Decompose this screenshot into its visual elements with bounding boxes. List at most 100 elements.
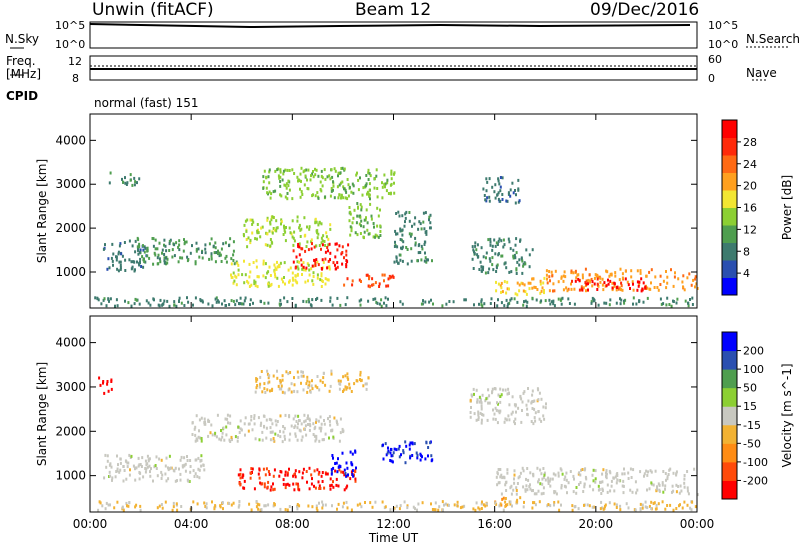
- power-echo-cell: [163, 256, 166, 260]
- velocity-echo-cell: [601, 487, 604, 491]
- power-echo-cell: [341, 251, 344, 254]
- power-echo-cell: [360, 208, 363, 212]
- power-echo-cell: [134, 239, 137, 243]
- power-echo-cell: [252, 261, 255, 264]
- velocity-echo-cell: [339, 417, 342, 421]
- velocity-echo-cell: [307, 423, 309, 426]
- power-echo-cell: [145, 299, 148, 303]
- velocity-echo-cell: [456, 500, 459, 504]
- velocity-echo-cell: [540, 397, 543, 401]
- power-echo-cell: [337, 171, 340, 175]
- power-echo-cell: [401, 247, 404, 251]
- power-echo-cell: [322, 234, 325, 238]
- power-echo-cell: [482, 265, 485, 269]
- power-echo-cell: [621, 272, 624, 276]
- velocity-echo-cell: [506, 392, 509, 396]
- velocity-echo-cell: [260, 508, 263, 512]
- velocity-echo-cell: [579, 481, 582, 485]
- velocity-echo-cell: [442, 508, 444, 512]
- velocity-echo-cell: [662, 490, 665, 494]
- power-echo-cell: [288, 226, 291, 230]
- velocity-echo-cell: [627, 477, 630, 480]
- velocity-echo-cell: [501, 476, 504, 480]
- velocity-echo-cell: [415, 451, 418, 455]
- velocity-echo-cell: [280, 387, 283, 391]
- power-echo-cell: [524, 290, 527, 294]
- power-echo-cell: [269, 220, 272, 224]
- velocity-echo-cell: [186, 459, 189, 462]
- power-ytick-label: 2000: [55, 221, 86, 235]
- power-echo-cell: [314, 217, 317, 221]
- velocity-echo-cell: [543, 471, 546, 475]
- power-echo-cell: [232, 281, 235, 285]
- power-echo-cell: [605, 284, 608, 288]
- velocity-echo-cell: [164, 472, 167, 476]
- velocity-echo-cell: [279, 429, 281, 433]
- power-echo-cell: [159, 260, 162, 264]
- power-echo-cell: [596, 282, 599, 286]
- power-echo-cell: [129, 178, 132, 182]
- velocity-echo-cell: [241, 475, 244, 479]
- velocity-echo-cell: [694, 505, 697, 509]
- velocity-echo-cell: [237, 473, 240, 477]
- power-echo-cell: [420, 244, 423, 248]
- xtick-label: 00:00: [73, 517, 108, 531]
- velocity-echo-cell: [353, 382, 356, 386]
- power-echo-cell: [323, 240, 326, 243]
- power-echo-cell: [503, 304, 506, 308]
- power-echo-cell: [280, 220, 283, 224]
- power-echo-cell: [497, 239, 500, 243]
- velocity-echo-cell: [127, 504, 130, 508]
- power-echo-cell: [317, 223, 320, 227]
- power-echo-cell: [310, 174, 312, 178]
- power-echo-cell: [360, 224, 362, 228]
- power-echo-cell: [585, 279, 588, 283]
- power-echo-cell: [273, 270, 276, 274]
- velocity-echo-cell: [542, 405, 545, 409]
- power-echo-cell: [376, 224, 379, 228]
- power-echo-cell: [291, 168, 294, 172]
- velocity-echo-cell: [266, 485, 269, 489]
- power-colorbar-swatch: [722, 260, 737, 278]
- power-echo-cell: [348, 185, 351, 189]
- velocity-echo-cell: [514, 422, 516, 426]
- power-echo-cell: [390, 182, 393, 186]
- velocity-echo-cell: [397, 447, 400, 451]
- power-echo-cell: [211, 304, 214, 308]
- velocity-echo-cell: [335, 477, 338, 481]
- velocity-echo-cell: [668, 468, 671, 472]
- velocity-echo-cell: [148, 464, 151, 468]
- power-echo-cell: [401, 228, 404, 232]
- power-echo-cell: [316, 296, 319, 300]
- velocity-echo-cell: [542, 414, 545, 418]
- power-echo-cell: [298, 226, 301, 230]
- velocity-echo-cell: [538, 417, 541, 421]
- velocity-colorbar-label: Velocity [m s^-1]: [780, 363, 794, 467]
- power-echo-cell: [298, 253, 301, 257]
- power-echo-cell: [288, 280, 290, 284]
- velocity-echo-cell: [504, 483, 507, 487]
- velocity-echo-cell: [600, 500, 603, 504]
- power-echo-cell: [274, 169, 277, 173]
- power-echo-cell: [156, 256, 159, 260]
- power-echo-cell: [257, 231, 260, 235]
- power-echo-cell: [368, 285, 371, 289]
- power-echo-cell: [497, 197, 500, 201]
- power-echo-cell: [499, 185, 502, 189]
- power-echo-cell: [106, 267, 109, 271]
- velocity-echo-cell: [296, 503, 299, 506]
- power-echo-cell: [230, 257, 233, 261]
- power-echo-cell: [531, 277, 534, 281]
- power-echo-cell: [587, 278, 590, 282]
- power-echo-cell: [448, 300, 451, 303]
- velocity-echo-cell: [300, 381, 302, 385]
- velocity-echo-cell: [480, 502, 483, 506]
- velocity-echo-cell: [355, 466, 357, 470]
- velocity-echo-cell: [288, 483, 291, 487]
- velocity-echo-cell: [315, 418, 318, 422]
- power-echo-cell: [156, 247, 159, 251]
- velocity-echo-cell: [575, 486, 578, 489]
- power-echo-cell: [319, 180, 322, 184]
- velocity-echo-cell: [563, 484, 566, 488]
- power-echo-cell: [324, 244, 327, 247]
